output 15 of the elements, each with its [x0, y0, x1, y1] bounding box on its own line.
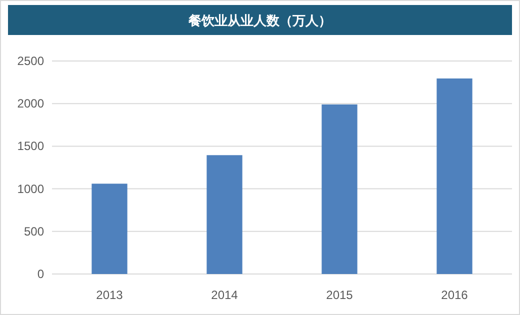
y-tick-label: 2500	[17, 54, 44, 68]
y-tick-label: 1500	[17, 139, 44, 154]
x-tick-label: 2016	[441, 288, 468, 302]
y-tick-label: 1000	[17, 182, 44, 196]
bar	[92, 184, 128, 274]
x-tick-label: 2013	[96, 288, 124, 302]
bar	[206, 155, 242, 274]
y-tick-label: 500	[24, 224, 44, 238]
x-tick-label: 2014	[211, 288, 238, 302]
x-tick-label: 2015	[326, 288, 354, 302]
bar	[322, 104, 358, 274]
chart-title: 餐饮业从业人数（万人）	[188, 13, 332, 28]
y-tick-label: 2000	[17, 96, 44, 111]
y-tick-label: 0	[37, 267, 44, 281]
bar	[436, 78, 472, 274]
